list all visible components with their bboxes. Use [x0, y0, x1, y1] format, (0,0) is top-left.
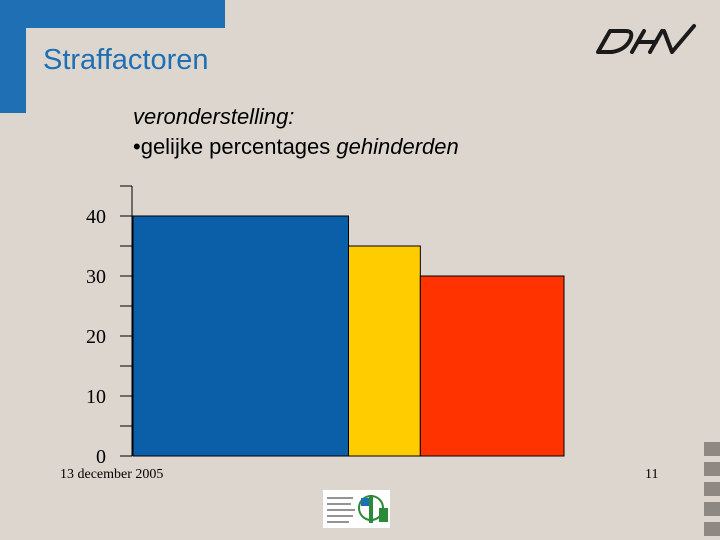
- accent-bar-left: [0, 0, 26, 113]
- y-tick-label: 40: [86, 206, 106, 228]
- y-tick-label: 30: [86, 266, 106, 288]
- corner-squares: [704, 442, 720, 540]
- assumption-text: veronderstelling: •gelijke percentages g…: [133, 102, 459, 162]
- partner-logo: [323, 490, 390, 528]
- bar: [132, 215, 349, 457]
- bar: [348, 245, 421, 457]
- assumption-bullet: •gelijke percentages gehinderden: [133, 132, 459, 162]
- partner-logo-icon: [327, 495, 388, 523]
- assumption-bullet-text: •gelijke percentages: [133, 134, 337, 159]
- footer-date: 13 december 2005: [60, 467, 164, 482]
- page-number: 11: [645, 467, 659, 482]
- slide-title: Straffactoren: [43, 44, 209, 76]
- y-tick-label: 10: [86, 386, 106, 408]
- assumption-bullet-emphasis: gehinderden: [336, 134, 459, 159]
- corner-square: [704, 442, 720, 456]
- corner-square: [704, 462, 720, 476]
- corner-square: [704, 482, 720, 496]
- bar: [419, 275, 565, 457]
- y-tick-label: 20: [86, 326, 106, 348]
- y-tick-label: 0: [96, 446, 106, 468]
- assumption-heading: veronderstelling:: [133, 104, 295, 129]
- dhv-logo-icon: [596, 24, 696, 54]
- corner-square: [704, 502, 720, 516]
- accent-bar-top: [0, 0, 225, 28]
- corner-square: [704, 522, 720, 536]
